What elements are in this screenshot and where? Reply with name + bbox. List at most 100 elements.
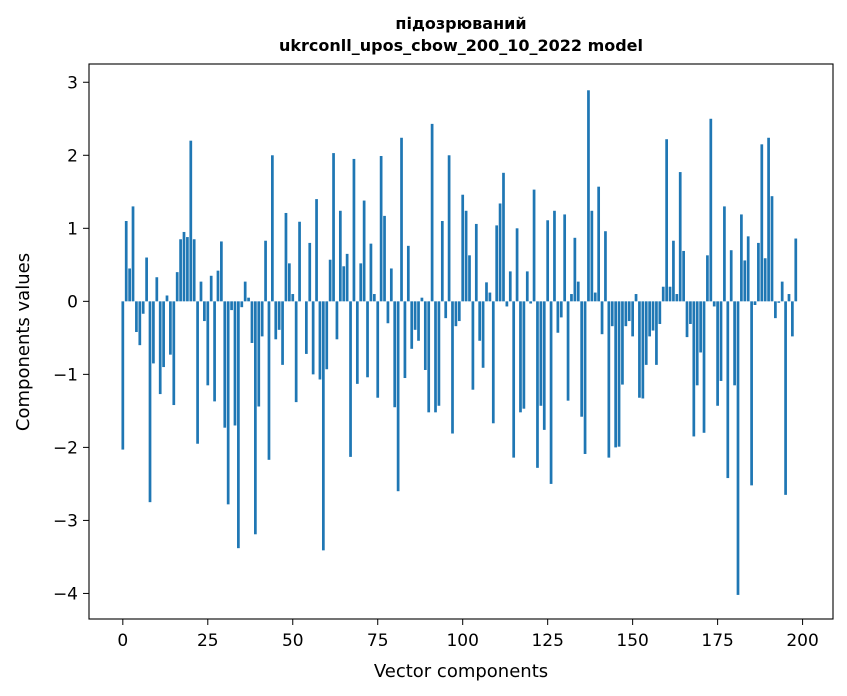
- bar-106: [481, 301, 485, 368]
- bar-163: [675, 294, 679, 302]
- bar-41: [260, 301, 264, 337]
- bar-115: [512, 301, 516, 458]
- bar-179: [729, 250, 733, 302]
- bar-20: [189, 140, 193, 302]
- bar-135: [580, 301, 584, 417]
- bar-10: [155, 277, 159, 302]
- chart-title-line-1: підозрюваний: [395, 14, 526, 33]
- x-tick-label: 175: [701, 631, 733, 651]
- bar-79: [389, 268, 393, 302]
- bar-13: [165, 295, 169, 302]
- bar-176: [719, 301, 723, 381]
- bar-59: [321, 301, 325, 551]
- bar-30: [223, 301, 227, 428]
- bar-132: [570, 294, 573, 302]
- bar-116: [515, 228, 519, 302]
- bar-178: [726, 301, 730, 479]
- y-ticks-group: −4 −3 −2 −1 0 1 2 3: [53, 73, 89, 604]
- bar-72: [366, 301, 369, 378]
- bar-73: [369, 243, 373, 302]
- bar-146: [617, 301, 621, 447]
- bar-89: [423, 301, 427, 370]
- bar-87: [417, 301, 420, 341]
- bar-151: [634, 294, 638, 302]
- bar-137: [587, 90, 590, 302]
- y-tick-label: −1: [53, 365, 78, 385]
- bar-119: [525, 271, 529, 302]
- bar-107: [485, 282, 488, 302]
- bar-105: [478, 301, 482, 341]
- bar-124: [542, 301, 546, 430]
- bar-24: [203, 301, 206, 322]
- x-tick-label: 150: [616, 631, 648, 651]
- bar-52: [298, 221, 301, 302]
- bar-140: [597, 186, 601, 302]
- y-axis-label: Components values: [13, 253, 34, 431]
- bar-157: [655, 301, 658, 365]
- bar-150: [631, 301, 634, 337]
- bar-93: [437, 301, 441, 406]
- bar-182: [740, 214, 743, 302]
- bar-92: [434, 301, 437, 413]
- bar-83: [403, 301, 407, 379]
- bar-191: [770, 196, 774, 302]
- bar-164: [678, 172, 682, 302]
- bar-171: [702, 301, 706, 433]
- bar-111: [498, 203, 502, 302]
- bar-80: [393, 301, 397, 408]
- bar-22: [196, 301, 199, 444]
- bar-103: [471, 301, 475, 390]
- bar-48: [284, 212, 288, 302]
- bar-109: [491, 301, 495, 424]
- bar-142: [604, 231, 607, 302]
- bar-94: [440, 221, 444, 302]
- bar-65: [342, 266, 346, 302]
- bar-148: [624, 301, 628, 327]
- bar-85: [410, 301, 414, 349]
- bar-173: [709, 118, 713, 302]
- y-tick-label: 1: [67, 219, 78, 239]
- bar-147: [621, 301, 624, 385]
- x-tick-label: 100: [446, 631, 478, 651]
- bar-42: [264, 240, 267, 302]
- bar-123: [539, 301, 543, 406]
- bar-38: [250, 301, 254, 343]
- bar-188: [760, 144, 764, 302]
- bar-67: [349, 301, 352, 457]
- bar-33: [233, 301, 237, 426]
- bar-4: [135, 301, 138, 333]
- bar-19: [186, 237, 189, 302]
- bar-47: [281, 301, 284, 365]
- bar-96: [447, 155, 451, 302]
- bar-50: [291, 294, 295, 302]
- bar-197: [791, 301, 794, 337]
- bar-131: [566, 301, 570, 401]
- bar-101: [464, 210, 468, 302]
- bar-51: [294, 301, 298, 403]
- bar-86: [413, 301, 417, 330]
- bar-175: [716, 301, 719, 406]
- y-tick-label: −3: [53, 511, 78, 531]
- bar-174: [712, 301, 716, 307]
- chart-title-line-2: ukrconll_upos_cbow_200_10_2022 model: [279, 36, 643, 55]
- bar-153: [641, 301, 645, 399]
- bar-40: [257, 301, 261, 407]
- bar-177: [723, 206, 726, 302]
- bar-34: [237, 301, 240, 549]
- bar-18: [182, 231, 186, 302]
- bar-156: [651, 301, 655, 331]
- bar-1: [124, 221, 128, 302]
- bar-145: [614, 301, 618, 448]
- bar-74: [372, 294, 376, 302]
- bar-136: [583, 301, 587, 454]
- bar-61: [328, 259, 332, 302]
- y-tick-label: −2: [53, 438, 78, 458]
- bar-66: [345, 253, 349, 302]
- x-tick-label: 25: [197, 631, 219, 651]
- bar-143: [607, 301, 611, 458]
- bar-27: [213, 301, 216, 402]
- bar-159: [661, 286, 665, 302]
- bar-26: [209, 275, 213, 302]
- bar-63: [335, 301, 339, 340]
- bar-152: [638, 301, 641, 398]
